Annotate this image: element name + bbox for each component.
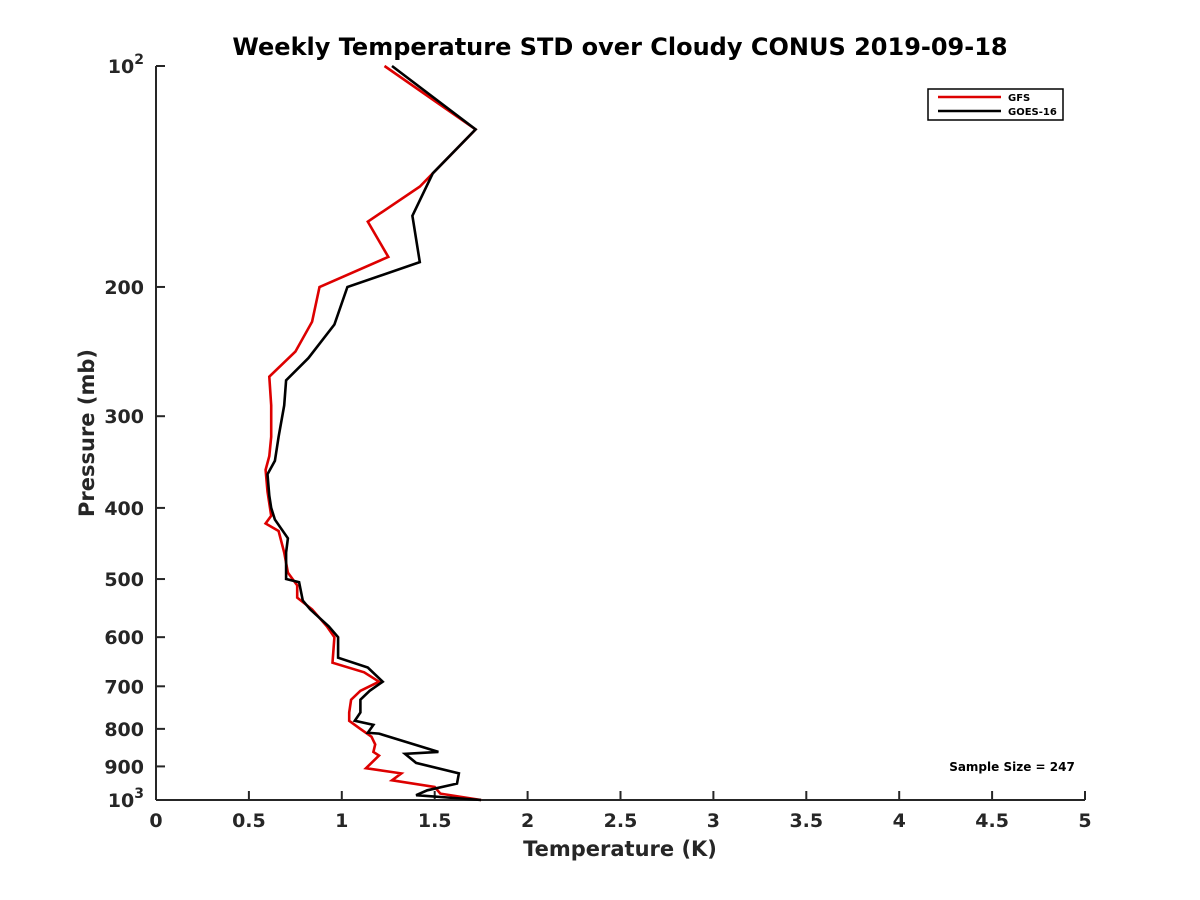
x-tick-label: 0.5 [232,810,266,832]
chart-title: Weekly Temperature STD over Cloudy CONUS… [232,33,1007,61]
x-tick-label: 2.5 [604,810,638,832]
x-tick-label: 3 [707,810,720,832]
y-tick-label: 103 [108,786,144,812]
x-tick-label: 4 [893,810,906,832]
y-tick-label: 600 [104,627,144,649]
x-tick-label: 3.5 [789,810,823,832]
x-tick-label: 1.5 [418,810,452,832]
y-tick-label: 500 [104,569,144,591]
series-line-goes-16 [266,64,482,802]
x-tick-label: 4.5 [975,810,1009,832]
x-tick-label: 1 [335,810,348,832]
sample-size-annotation: Sample Size = 247 [949,760,1075,774]
y-tick-label: 700 [104,676,144,698]
series-layer [263,64,482,802]
y-tick-label: 400 [104,498,144,520]
y-tick-label: 200 [104,277,144,299]
y-tick-label: 800 [104,719,144,741]
x-axis-label: Temperature (K) [523,837,717,861]
y-tick-label: 900 [104,756,144,778]
x-tick-label: 5 [1078,810,1091,832]
y-tick-label: 300 [104,406,144,428]
x-tick-label: 0 [149,810,162,832]
legend: GFS GOES-16 [927,88,1064,121]
y-axis-label: Pressure (mb) [75,349,99,517]
legend-box [927,88,1064,121]
plot-axes: 0 0.5 1 1.5 2 2.5 3 3.5 4 4.5 5 102 200 300 400 500 600 7… [104,52,1091,832]
legend-label: GFS [1008,93,1030,104]
x-tick-label: 2 [521,810,534,832]
y-tick-label: 102 [108,52,144,78]
legend-label: GOES-16 [1008,107,1057,118]
